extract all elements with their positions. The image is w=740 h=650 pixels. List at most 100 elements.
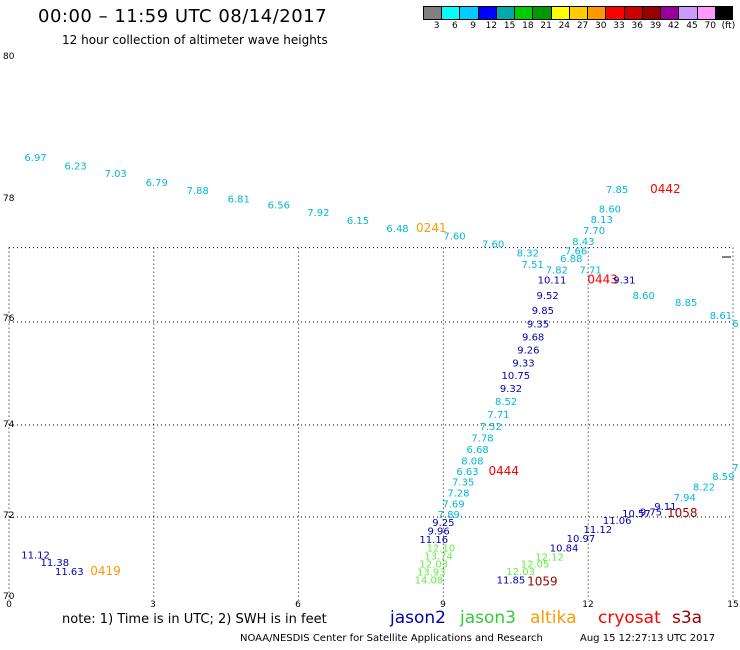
wave-height-value: 7.85 [606, 185, 628, 196]
scale-swatch [587, 6, 606, 20]
x-axis-label-0: 0 [6, 600, 12, 610]
scale-label: 36 [631, 21, 643, 31]
wave-height-value: 7.51 [522, 260, 544, 271]
wave-height-value: 9.32 [500, 384, 522, 395]
wave-height-value: 8.52 [495, 397, 517, 408]
wave-height-value: 11.16 [419, 535, 448, 546]
wave-height-value: 9.31 [613, 276, 635, 287]
wave-height-value: 9.68 [522, 333, 544, 344]
wave-height-value: 10.75 [501, 371, 530, 382]
wave-height-value: 11.06 [603, 516, 632, 527]
wave-height-value: 7.66 [565, 246, 587, 257]
x-axis-label-12: 12 [582, 600, 594, 610]
wave-height-value: 7.52 [480, 422, 502, 433]
wave-height-value: 8.59 [712, 472, 734, 483]
y-axis-label-74: 74 [3, 420, 15, 430]
scale-label: 24 [558, 21, 571, 31]
scale-swatch [660, 6, 679, 20]
pass-time-label: 1059 [527, 574, 558, 588]
wave-height-value: 11.12 [21, 551, 50, 562]
scale-label: 70 [704, 21, 716, 31]
wave-height-value: 6.68 [467, 445, 489, 456]
scale-label: 45 [686, 21, 698, 31]
legend-jason2: jason2 [390, 608, 446, 628]
wave-height-value: 7.78 [471, 434, 493, 445]
wave-height-value: 14.08 [415, 575, 444, 586]
wave-height-value: 7.70 [583, 226, 605, 237]
wave-height-value: 13.74 [424, 552, 453, 563]
scale-swatch [678, 6, 697, 20]
scale-swatch [477, 6, 496, 20]
wave-height-value: 9.96 [427, 526, 449, 537]
page-title: 00:00 – 11:59 UTC 08/14/2017 [38, 6, 328, 27]
wave-height-value: 10.11 [538, 276, 567, 287]
scale-label: 33 [613, 21, 625, 31]
pass-time-label: 0419 [90, 564, 121, 578]
legend-note: note: 1) Time is in UTC; 2) SWH is in fe… [62, 612, 327, 627]
wave-height-value: 8.08 [461, 457, 483, 468]
scale-label: 39 [649, 21, 662, 31]
scale-label: 12 [485, 21, 498, 31]
wave-height-value: 6.15 [347, 216, 369, 227]
wave-height-color-scale [423, 6, 733, 20]
scale-label: 30 [595, 21, 607, 31]
wave-height-value: 12.10 [427, 543, 456, 554]
wave-height-value: 12.03 [419, 560, 448, 571]
x-axis-label-15: 15 [727, 600, 739, 610]
wave-height-value: 10.97 [567, 534, 596, 545]
scale-swatch [495, 6, 515, 20]
pass-time-label: 0241 [416, 221, 447, 235]
wave-height-value: 10.57 [622, 509, 651, 520]
scale-swatch [696, 6, 715, 20]
wave-height-value: 10.84 [550, 543, 579, 554]
wave-height-value: 12.03 [506, 567, 535, 578]
wave-height-value: 6.63 [456, 467, 478, 478]
scale-swatch [568, 6, 588, 20]
pass-time-label: 0442 [650, 182, 681, 196]
wave-height-value: 8.85 [675, 298, 697, 309]
scale-label: 18 [522, 21, 534, 31]
wave-height-value: 9.25 [432, 518, 454, 529]
scale-swatch [532, 6, 551, 20]
wave-height-value: 9.35 [527, 320, 549, 331]
x-axis-label-6: 6 [295, 600, 301, 610]
wave-height-value: 6 [732, 319, 738, 330]
wave-height-value: 7.60 [482, 240, 504, 251]
scale-swatch [459, 6, 478, 20]
wave-height-value: 9.33 [512, 358, 534, 369]
footer-timestamp: Aug 15 12:27:13 UTC 2017 [580, 633, 716, 644]
wave-height-value: 6.48 [386, 224, 408, 235]
x-axis-label-3: 3 [150, 600, 156, 610]
scale-label: (ft) [721, 21, 736, 31]
wave-height-value: 7.71 [579, 266, 601, 277]
wave-height-value: 6.56 [268, 201, 290, 212]
wave-height-value: 7.60 [443, 232, 465, 243]
wave-height-value: 13.93 [417, 568, 446, 579]
wave-height-value: 11.85 [497, 575, 526, 586]
pass-time-label: 0443 [587, 273, 618, 287]
color-scale-border [423, 6, 733, 20]
legend-altika: altika [530, 608, 577, 628]
wave-height-value: 8.61 [710, 311, 732, 322]
wave-height-value: 8.13 [591, 215, 613, 226]
x-axis-label-9: 9 [440, 600, 446, 610]
wave-height-value: 8.60 [633, 291, 655, 302]
wave-height-value: 7.88 [187, 186, 209, 197]
wave-height-value: 12.05 [521, 560, 550, 571]
scale-label: 9 [470, 21, 477, 31]
color-scale-labels: 3 6 9 12 15 18 21 24 27 30 33 36 39 42 45 70 (ft) [423, 21, 736, 33]
legend-jason3: jason3 [460, 608, 516, 628]
wave-height-value: 11.12 [584, 525, 613, 536]
scale-label: 21 [540, 21, 552, 31]
pass-time-label: 1058 [667, 506, 698, 520]
wave-height-value: 7.82 [546, 266, 568, 277]
scale-swatch [605, 6, 624, 20]
scale-swatch [441, 6, 460, 20]
scale-label: 15 [503, 21, 516, 31]
scale-swatch [641, 6, 661, 20]
scale-label: 6 [452, 21, 458, 31]
wave-height-value: 7.28 [447, 488, 469, 499]
scale-swatch [514, 6, 533, 20]
